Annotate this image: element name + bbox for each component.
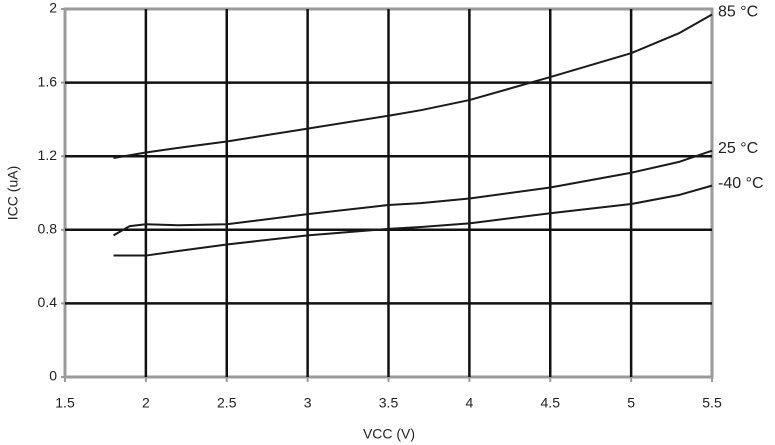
x-tick-label: 3 (304, 395, 312, 411)
y-tick-label: 0.8 (38, 221, 58, 237)
series-line (113, 184, 713, 257)
series-label: 25 °C (718, 140, 758, 157)
x-axis-label: VCC (V) (363, 426, 415, 442)
y-axis-label: ICC (uA) (5, 166, 21, 220)
x-tick-label: 5.5 (702, 395, 722, 411)
x-tick-label: 3.5 (379, 395, 399, 411)
series-label: 85 °C (718, 4, 758, 21)
x-tick-label: 2.5 (217, 395, 237, 411)
x-tick-label: 4 (465, 395, 473, 411)
y-tick-label: 1.6 (38, 73, 58, 89)
x-tick-label: 4.5 (541, 395, 561, 411)
y-tick-label: 0 (49, 368, 57, 384)
series-label: -40 °C (718, 175, 764, 192)
x-tick-label: 5 (627, 395, 635, 411)
series-line (113, 13, 713, 160)
y-tick-label: 0.4 (38, 294, 58, 310)
y-tick-label: 1.2 (38, 147, 58, 163)
x-tick-label: 2 (142, 395, 150, 411)
x-tick-label: 1.5 (55, 395, 75, 411)
y-tick-label: 2 (49, 0, 57, 16)
series-line (113, 149, 713, 237)
